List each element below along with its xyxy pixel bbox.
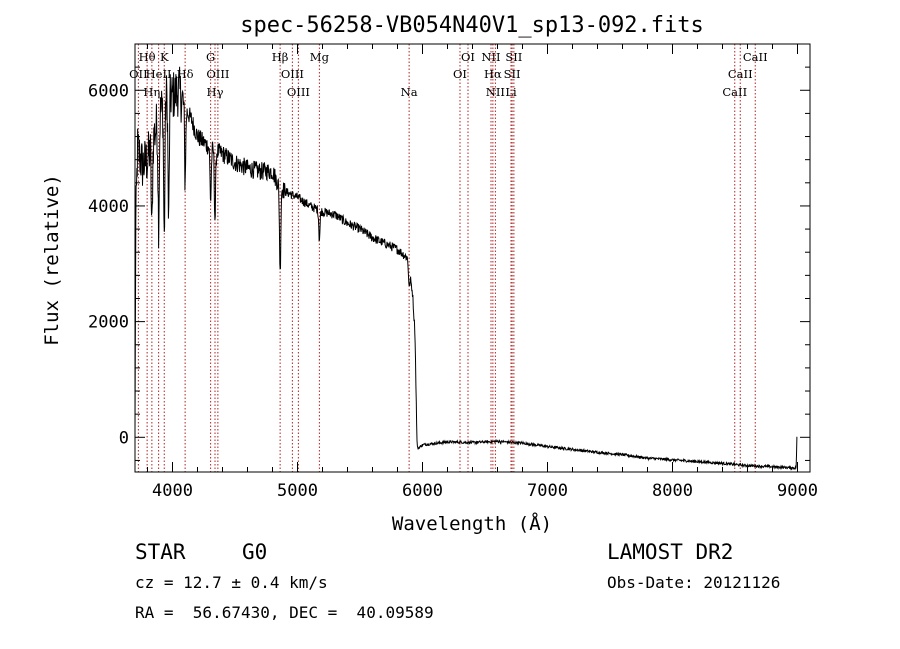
x-tick-label: 9000: [777, 481, 818, 501]
spectral-subclass: G0: [242, 540, 268, 564]
spectral-line-label: NII: [486, 85, 505, 99]
spectral-line-label: OI: [453, 67, 467, 81]
y-tick-label: 2000: [88, 313, 129, 333]
x-tick-label: 8000: [652, 481, 693, 501]
spectral-line-label: OII: [129, 67, 148, 81]
observation-date: Obs-Date: 20121126: [607, 573, 781, 592]
spectral-line-label: Na: [401, 85, 418, 99]
spectral-line-label: SII: [505, 50, 522, 64]
spectral-line-label: OIII: [287, 85, 310, 99]
spectral-line-label: Hβ: [272, 50, 289, 64]
y-tick-label: 4000: [88, 197, 129, 217]
spectral-line-label: CaII: [743, 50, 768, 64]
spectral-line-label: Mg: [310, 50, 330, 64]
chart-title: spec-56258-VB054N40V1_sp13-092.fits: [240, 13, 704, 38]
spectral-line-label: OI: [461, 50, 475, 64]
x-axis-label: Wavelength (Å): [392, 512, 552, 535]
spectral-line-label: Li: [505, 85, 517, 99]
spectral-line-label: CaII: [728, 67, 753, 81]
spectral-line-label: HeII: [146, 67, 172, 81]
y-tick-label: 6000: [88, 81, 129, 101]
y-tick-label: 0: [119, 428, 129, 448]
x-tick-label: 7000: [527, 481, 568, 501]
spectral-line-label: K: [160, 50, 169, 64]
spectral-line-label: Hθ: [139, 50, 156, 64]
coordinates: RA = 56.67430, DEC = 40.09589: [135, 603, 434, 622]
spectral-line-label: Hγ: [207, 85, 224, 99]
spectral-line-label: G: [206, 50, 215, 64]
spectral-line-label: SII: [504, 67, 521, 81]
y-axis-label: Flux (relative): [41, 174, 63, 346]
x-tick-label: 4000: [152, 481, 193, 501]
spectral-line-label: NII: [481, 50, 500, 64]
axis-ticks-group: 4000 5000 6000 7000 8000 9000 0 2000 4000 6000: [88, 43, 818, 501]
x-tick-label: 6000: [402, 481, 443, 501]
spectral-line-label: OIII: [281, 67, 304, 81]
plot-frame: [134, 43, 811, 473]
object-class: STAR: [135, 540, 186, 564]
redshift-velocity: cz = 12.7 ± 0.4 km/s: [135, 573, 328, 592]
survey-name: LAMOST DR2: [607, 540, 734, 564]
x-tick-label: 5000: [277, 481, 318, 501]
spectrum-line: [134, 66, 798, 471]
line-markers-group: [137, 44, 756, 472]
spectral-line-label: Hη: [143, 85, 160, 99]
spectral-line-label: CaII: [722, 85, 747, 99]
spectral-line-label: OIII: [206, 67, 229, 81]
spectral-line-label: Hα: [484, 67, 502, 81]
